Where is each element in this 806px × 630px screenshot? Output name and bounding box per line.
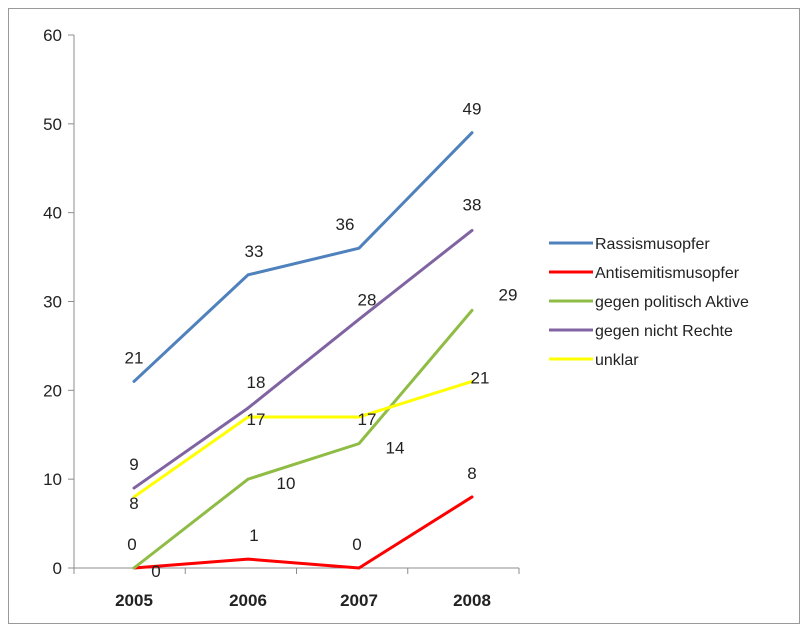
legend-label: gegen politisch Aktive	[595, 294, 749, 311]
data-label: 28	[358, 290, 377, 309]
data-label: 18	[247, 373, 266, 392]
legend: Rassismusopfer Antisemitismusopfer gegen p…	[549, 236, 749, 369]
data-label: 10	[277, 474, 296, 493]
legend-label: unklar	[595, 352, 639, 369]
data-label: 49	[463, 100, 482, 119]
series-line	[132, 308, 474, 570]
series-line	[132, 495, 474, 570]
data-label: 21	[471, 368, 490, 387]
data-label: 8	[467, 464, 476, 483]
series-line	[132, 228, 474, 490]
y-tick-label: 20	[43, 381, 62, 400]
legend-item: gegen politisch Aktive	[549, 294, 749, 311]
series-lines	[132, 131, 474, 570]
data-label: 0	[151, 562, 160, 581]
y-tick-label: 40	[43, 204, 62, 223]
legend-item: Antisemitismusopfer	[549, 265, 740, 282]
x-tick-label: 2007	[340, 591, 378, 610]
y-tick-label: 60	[43, 26, 62, 45]
series-line	[132, 379, 474, 499]
data-label: 1	[249, 526, 258, 545]
x-tick-label: 2005	[115, 591, 153, 610]
legend-item: unklar	[549, 352, 639, 369]
data-label: 17	[247, 410, 266, 429]
legend-label: gegen nicht Rechte	[595, 323, 733, 340]
series-line	[132, 131, 474, 383]
legend-item: gegen nicht Rechte	[549, 323, 733, 340]
data-label: 36	[336, 215, 355, 234]
y-tick-label: 0	[53, 559, 62, 578]
chart-frame: 0 10 20 30 40 50 60 2005 2006 2007 2008 21 33 36 49 0 1…	[8, 8, 800, 624]
data-label: 0	[127, 535, 136, 554]
data-label: 29	[499, 285, 518, 304]
y-tick-label: 10	[43, 470, 62, 489]
data-label: 14	[386, 439, 405, 458]
y-tick-label: 30	[43, 293, 62, 312]
data-label: 9	[129, 455, 138, 474]
x-tick-label: 2006	[229, 591, 267, 610]
y-tick-label: 50	[43, 115, 62, 134]
data-label: 17	[358, 410, 377, 429]
data-label: 0	[352, 535, 361, 554]
legend-label: Antisemitismusopfer	[595, 265, 740, 282]
data-label: 8	[129, 494, 138, 513]
data-label: 21	[125, 348, 144, 367]
legend-item: Rassismusopfer	[549, 236, 710, 253]
legend-label: Rassismusopfer	[595, 236, 710, 253]
x-tick-label: 2008	[453, 591, 491, 610]
data-label: 33	[245, 242, 264, 261]
data-label: 38	[463, 195, 482, 214]
